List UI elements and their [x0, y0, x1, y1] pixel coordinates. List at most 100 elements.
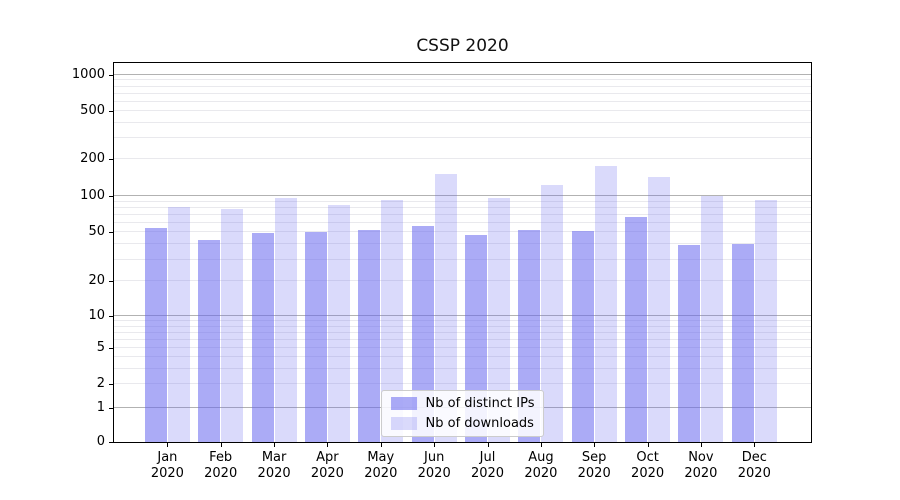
bar-distinct-ips-sep: [571, 231, 594, 442]
chart-title: CSSP 2020: [416, 36, 509, 56]
x-tick-label: Jun 2020: [417, 450, 451, 481]
bar-downloads-nov: [701, 196, 724, 442]
bar-downloads-jun: [434, 174, 457, 442]
x-tick-label: Sep 2020: [577, 450, 611, 481]
y-tick-mark: [109, 316, 113, 318]
legend-item-downloads: Nb of downloads: [390, 416, 535, 431]
plot-area: Nb of distinct IPs Nb of downloads: [113, 62, 812, 443]
y-tick-label: 2: [96, 376, 105, 392]
grid-layer: [114, 63, 811, 442]
bar-downloads-jul: [488, 198, 510, 442]
gridline-minor: [114, 280, 811, 282]
bar-distinct-ips-apr: [304, 232, 327, 442]
y-tick-mark: [109, 348, 113, 350]
y-tick-label: 0: [96, 434, 105, 449]
gridline-minor: [114, 92, 811, 94]
bar-downloads-apr: [327, 204, 350, 442]
gridline-minor: [114, 136, 811, 138]
bar-downloads-sep: [594, 166, 617, 442]
x-tick-label: Jul 2020: [470, 450, 505, 481]
x-tick-label: Apr 2020: [310, 450, 344, 481]
gridline-minor: [114, 206, 811, 208]
bar-downloads-aug: [541, 184, 564, 442]
legend-item-distinct-ips: Nb of distinct IPs: [390, 396, 535, 411]
gridline-major: [114, 73, 811, 75]
y-tick-mark: [109, 407, 113, 409]
gridline-minor: [114, 347, 811, 349]
legend-label-distinct-ips: Nb of distinct IPs: [425, 396, 535, 411]
gridline-minor: [114, 100, 811, 102]
gridline-minor: [114, 338, 811, 340]
y-tick-label: 100: [80, 188, 105, 203]
gridline-minor: [114, 200, 811, 202]
legend-swatch-downloads: [390, 417, 417, 430]
x-tick-label: Dec 2020: [737, 450, 771, 481]
x-tick-label: Oct 2020: [631, 450, 665, 481]
y-tick-label: 200: [80, 150, 105, 166]
gridline-minor: [114, 85, 811, 87]
y-tick-label: 20: [88, 273, 105, 289]
y-tick-label: 50: [88, 224, 105, 239]
bar-downloads-dec: [754, 199, 777, 442]
bar-distinct-ips-nov: [678, 245, 701, 442]
y-tick-mark: [109, 281, 113, 283]
y-tick-label: 5: [96, 340, 105, 356]
y-tick-mark: [109, 232, 113, 233]
gridline-minor: [114, 325, 811, 327]
x-tick-label: Jan 2020: [150, 450, 184, 481]
bar-distinct-ips-oct: [625, 216, 648, 442]
x-tick-mark: [540, 443, 542, 447]
x-tick-label: Aug 2020: [524, 450, 558, 481]
gridline-minor: [114, 243, 811, 244]
x-tick-mark: [380, 443, 382, 447]
bar-distinct-ips-feb: [198, 240, 221, 442]
y-tick-mark: [109, 196, 113, 197]
gridline-minor: [114, 258, 811, 260]
gridline-minor: [114, 110, 811, 112]
x-tick-mark: [594, 443, 596, 447]
x-tick-mark: [274, 443, 276, 447]
x-tick-mark: [167, 443, 169, 447]
gridline-minor: [114, 157, 811, 159]
x-tick-mark: [754, 443, 756, 447]
bar-distinct-ips-jun: [411, 226, 434, 442]
legend: Nb of distinct IPs Nb of downloads: [380, 390, 545, 437]
y-tick-label: 1000: [71, 66, 105, 82]
bar-distinct-ips-jan: [144, 228, 167, 442]
y-tick-label: 1: [96, 399, 105, 415]
x-tick-mark: [434, 443, 436, 447]
bar-downloads-may: [381, 200, 404, 442]
gridline-minor: [114, 231, 811, 232]
y-tick-mark: [109, 74, 113, 76]
bar-downloads-jan: [167, 207, 190, 442]
x-tick-label: Feb 2020: [204, 450, 238, 481]
gridline-minor: [114, 383, 811, 385]
x-tick-mark: [700, 443, 702, 447]
legend-swatch-distinct-ips: [390, 397, 417, 410]
gridline-minor: [114, 221, 811, 223]
gridline-minor: [114, 121, 811, 123]
y-tick-mark: [109, 442, 113, 443]
gridline-minor: [114, 79, 811, 81]
y-tick-mark: [109, 384, 113, 386]
gridline-minor: [114, 213, 811, 215]
bar-distinct-ips-may: [358, 230, 381, 442]
x-tick-label: Mar 2020: [257, 450, 291, 481]
bar-downloads-feb: [221, 208, 244, 442]
gridline-minor: [114, 331, 811, 333]
gridline-minor: [114, 367, 811, 369]
gridline-minor: [114, 356, 811, 358]
x-tick-mark: [647, 443, 649, 447]
legend-label-downloads: Nb of downloads: [425, 416, 534, 431]
y-tick-label: 500: [80, 103, 105, 119]
bars-layer: [114, 63, 811, 442]
bar-distinct-ips-dec: [731, 244, 754, 442]
x-tick-mark: [220, 443, 222, 447]
gridline-major: [114, 315, 811, 317]
x-tick-mark: [487, 443, 489, 447]
bar-downloads-mar: [274, 198, 297, 442]
gridline-major: [114, 195, 811, 196]
x-tick-label: May 2020: [364, 450, 398, 481]
y-tick-label: 10: [88, 308, 105, 324]
